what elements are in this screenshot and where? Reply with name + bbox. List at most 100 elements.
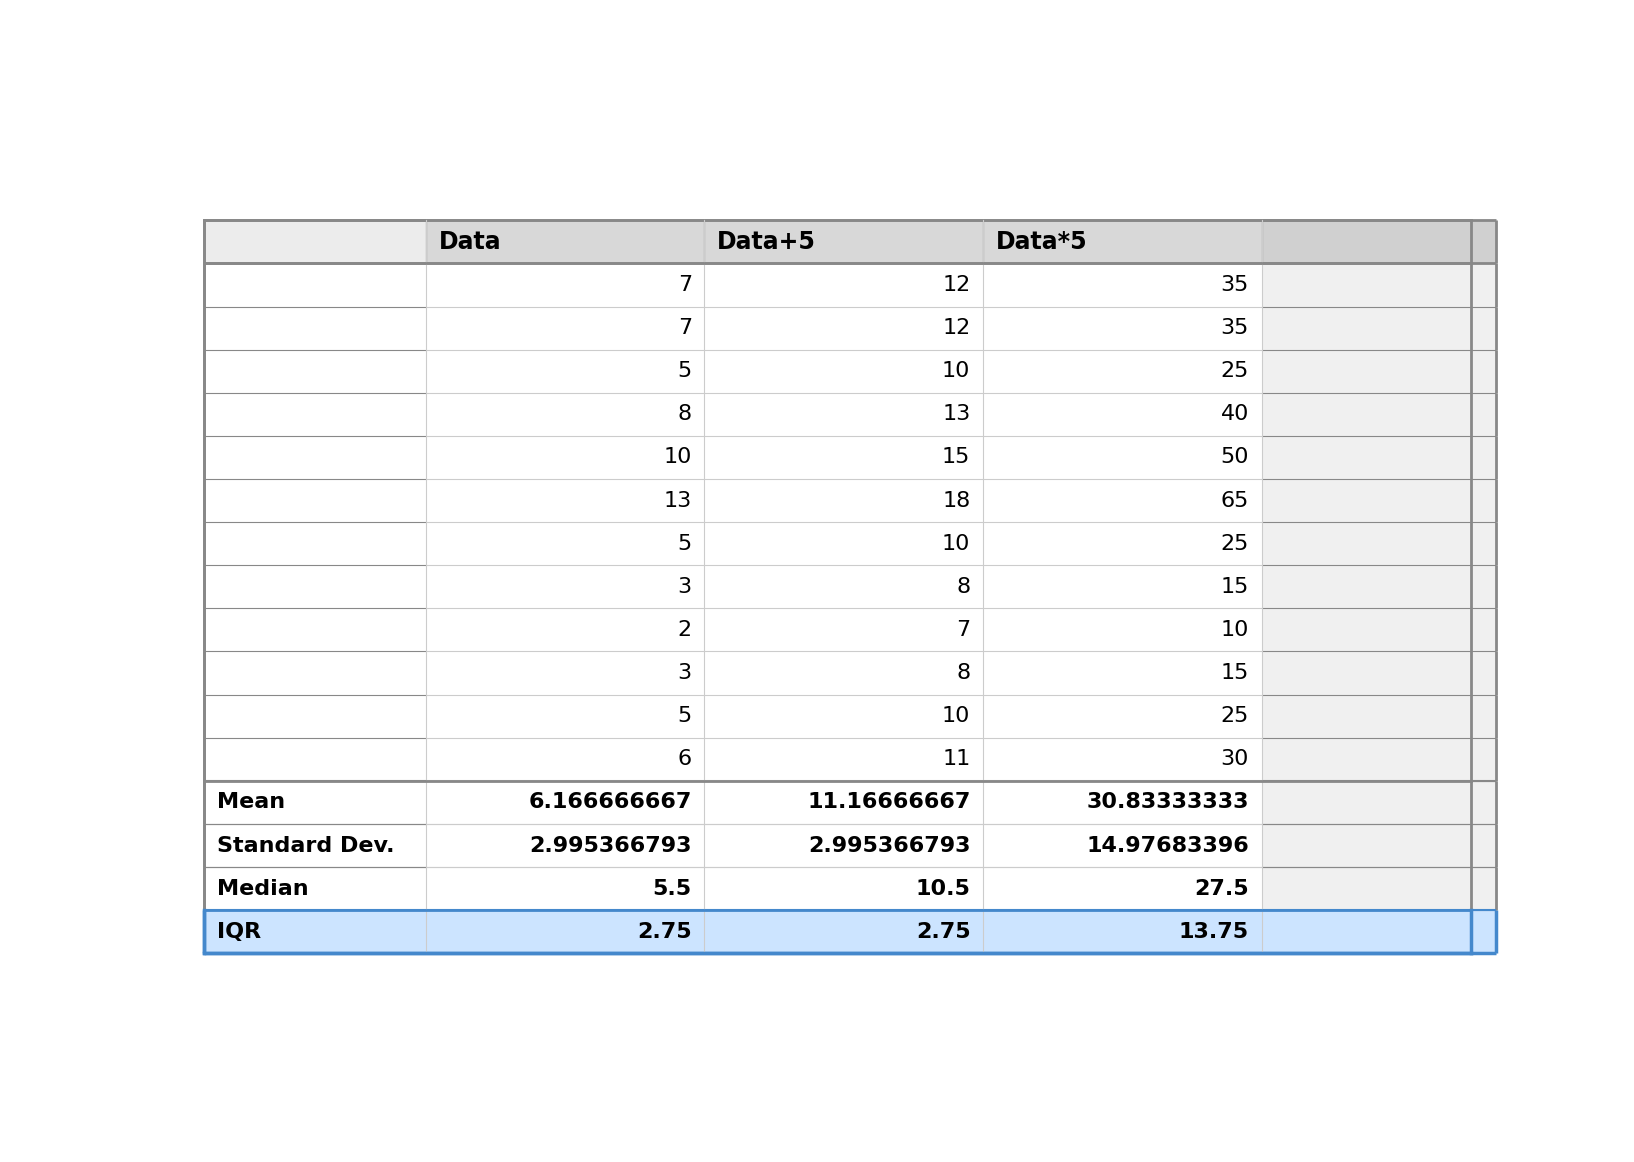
- Text: 13.75: 13.75: [1178, 921, 1248, 941]
- Text: 7: 7: [956, 621, 971, 640]
- Bar: [204, 221, 426, 264]
- Bar: [1261, 781, 1497, 824]
- Bar: [704, 695, 984, 738]
- Text: Standard Dev.: Standard Dev.: [217, 835, 394, 855]
- Bar: [1261, 221, 1497, 264]
- Text: 11.16666667: 11.16666667: [807, 792, 971, 812]
- Bar: [984, 307, 1261, 350]
- Bar: [426, 522, 704, 565]
- Bar: [704, 350, 984, 393]
- Text: 15: 15: [1221, 664, 1248, 683]
- Text: 8: 8: [678, 404, 691, 424]
- Bar: [204, 824, 426, 867]
- Bar: [704, 867, 984, 910]
- Bar: [704, 479, 984, 522]
- Bar: [984, 652, 1261, 695]
- Bar: [704, 264, 984, 307]
- Bar: [204, 393, 426, 436]
- Bar: [426, 221, 704, 264]
- Text: 50: 50: [1221, 447, 1248, 467]
- Text: 10: 10: [1221, 621, 1248, 640]
- Bar: [204, 350, 426, 393]
- Text: 14.97683396: 14.97683396: [1087, 835, 1248, 855]
- Text: Data+5: Data+5: [717, 230, 815, 253]
- Bar: [1261, 565, 1497, 609]
- Text: 10: 10: [943, 706, 971, 726]
- Bar: [1261, 652, 1497, 695]
- Text: 10: 10: [943, 533, 971, 553]
- Text: 40: 40: [1221, 404, 1248, 424]
- Bar: [984, 910, 1261, 953]
- Bar: [1261, 436, 1497, 479]
- Bar: [984, 609, 1261, 652]
- Bar: [984, 436, 1261, 479]
- Bar: [1261, 824, 1497, 867]
- Bar: [204, 781, 426, 824]
- Bar: [984, 695, 1261, 738]
- Bar: [204, 479, 426, 522]
- Bar: [426, 781, 704, 824]
- Bar: [704, 565, 984, 609]
- Text: 3: 3: [678, 664, 691, 683]
- Bar: [704, 221, 984, 264]
- Text: 35: 35: [1221, 318, 1248, 338]
- Bar: [1261, 393, 1497, 436]
- Text: 2.995366793: 2.995366793: [807, 835, 971, 855]
- Text: Data*5: Data*5: [995, 230, 1087, 253]
- Bar: [1261, 264, 1497, 307]
- Bar: [426, 652, 704, 695]
- Text: Mean: Mean: [217, 792, 284, 812]
- Bar: [984, 350, 1261, 393]
- Bar: [426, 565, 704, 609]
- Bar: [426, 479, 704, 522]
- Bar: [204, 565, 426, 609]
- Bar: [1261, 350, 1497, 393]
- Bar: [1261, 695, 1497, 738]
- Text: Data: Data: [438, 230, 502, 253]
- Bar: [204, 738, 426, 781]
- Text: 7: 7: [678, 275, 691, 295]
- Text: 5: 5: [678, 533, 691, 553]
- Bar: [204, 910, 426, 953]
- Text: 15: 15: [1221, 576, 1248, 597]
- Text: 2: 2: [678, 621, 691, 640]
- Bar: [704, 436, 984, 479]
- Text: 5: 5: [678, 361, 691, 381]
- Text: 65: 65: [1221, 490, 1248, 510]
- Bar: [1261, 479, 1497, 522]
- Text: 25: 25: [1221, 533, 1248, 553]
- Bar: [984, 393, 1261, 436]
- Text: 12: 12: [943, 275, 971, 295]
- Bar: [1261, 738, 1497, 781]
- Bar: [984, 479, 1261, 522]
- Bar: [704, 393, 984, 436]
- Bar: [704, 307, 984, 350]
- Bar: [1261, 867, 1497, 910]
- Bar: [204, 522, 426, 565]
- Bar: [426, 350, 704, 393]
- Bar: [426, 695, 704, 738]
- Bar: [984, 738, 1261, 781]
- Text: 7: 7: [678, 318, 691, 338]
- Text: IQR: IQR: [217, 921, 261, 941]
- Text: 27.5: 27.5: [1194, 878, 1248, 898]
- Text: 5: 5: [678, 706, 691, 726]
- Bar: [984, 565, 1261, 609]
- Bar: [204, 695, 426, 738]
- Bar: [204, 652, 426, 695]
- Text: 12: 12: [943, 318, 971, 338]
- Bar: [204, 436, 426, 479]
- Text: 15: 15: [943, 447, 971, 467]
- Bar: [426, 738, 704, 781]
- Bar: [204, 867, 426, 910]
- Text: 13: 13: [943, 404, 971, 424]
- Bar: [204, 264, 426, 307]
- Bar: [704, 910, 984, 953]
- Bar: [704, 781, 984, 824]
- Bar: [984, 824, 1261, 867]
- Text: 2.75: 2.75: [915, 921, 971, 941]
- Text: 35: 35: [1221, 275, 1248, 295]
- Bar: [426, 609, 704, 652]
- Bar: [984, 264, 1261, 307]
- Bar: [704, 824, 984, 867]
